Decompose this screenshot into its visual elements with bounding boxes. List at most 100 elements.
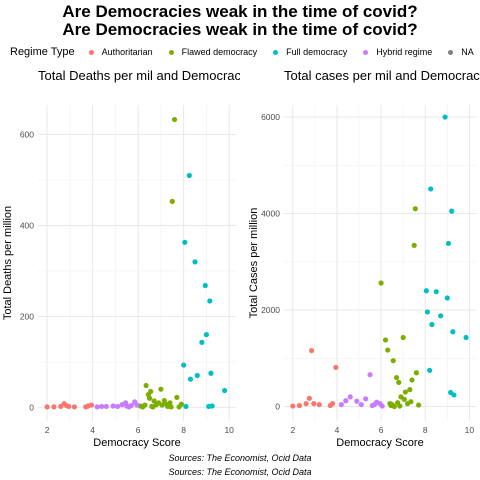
data-point [385,347,390,352]
data-point [367,372,372,377]
data-point [396,380,401,385]
data-point [311,401,316,406]
x-tick-label: 6 [136,425,141,435]
data-point [463,335,468,340]
data-point [104,404,109,409]
source-note-repeat: Sources: The Economist, Ocid Data [0,467,480,477]
data-point [379,280,384,285]
legend-label: Authoritarian [102,47,153,57]
legend: Regime Type Authoritarian Flawed democra… [10,44,480,60]
data-point [188,377,193,382]
data-point [451,392,456,397]
data-point [129,403,134,408]
data-point [413,206,418,211]
legend-label: Full democracy [286,47,347,57]
data-point [89,402,94,407]
cases-scatter-panel: 2 4 6 8 10 0 2000 4000 6000 Democracy Score Total … [240,100,480,460]
deaths-scatter-panel: 2 4 6 8 10 0 200 400 600 Democracy Score Total Dea… [0,100,240,460]
data-point [438,313,443,318]
chart-title: Are Democracies weak in the time of covi… [0,2,480,21]
data-point [179,402,184,407]
data-point [297,403,302,408]
data-point [372,402,377,407]
data-point [391,358,396,363]
data-point [207,298,212,303]
panel-title-cases: Total cases per mil and Democracy [284,68,480,83]
data-point [303,401,308,406]
data-point [162,398,167,403]
legend-swatch [169,50,174,55]
data-point [204,332,209,337]
data-point [427,368,432,373]
x-tick-label: 8 [181,425,186,435]
data-point [434,289,439,294]
data-point [111,403,116,408]
data-point [416,402,421,407]
y-axis-label: Total Cases per million [248,208,260,319]
data-point [134,402,139,407]
data-point [424,288,429,293]
data-point [317,402,322,407]
data-point [222,388,227,393]
data-point [210,403,215,408]
data-point [348,394,353,399]
data-point [363,396,368,401]
data-point [66,404,71,409]
legend-swatch [363,50,368,55]
legend-item-hybrid-regime: Hybrid regime [363,47,432,57]
data-point [45,404,50,409]
data-point [99,404,104,409]
x-axis-label: Democracy Score [93,437,180,449]
y-tick-label: 0 [29,402,34,412]
data-point [170,199,175,204]
data-point [401,335,406,340]
data-point [199,340,204,345]
y-tick-label: 6000 [261,112,280,122]
data-point [187,173,192,178]
legend-label: NA [461,47,474,57]
data-point [333,365,338,370]
x-tick-label: 10 [224,425,234,435]
data-point [95,404,100,409]
x-tick-label: 4 [90,425,95,435]
legend-item-full-democracy: Full democracy [273,47,347,57]
data-point [72,404,77,409]
data-point [450,329,455,334]
legend-label: Flawed democracy [182,47,258,57]
data-point [380,403,385,408]
legend-item-authoritarian: Authoritarian [89,47,153,57]
legend-item-na: NA [448,47,474,57]
data-point [354,399,359,404]
data-point [307,396,312,401]
data-point [148,389,153,394]
data-point [428,186,433,191]
data-point [359,402,364,407]
data-point [383,337,388,342]
x-tick-label: 2 [45,425,50,435]
data-point [181,362,186,367]
data-point [388,403,393,408]
data-point [309,348,314,353]
data-point [328,403,333,408]
data-point [408,399,413,404]
x-tick-label: 6 [379,425,384,435]
legend-item-flawed-democracy: Flawed democracy [169,47,258,57]
x-tick-label: 2 [290,425,295,435]
data-point [397,403,402,408]
x-tick-label: 8 [423,425,428,435]
y-tick-label: 600 [20,130,34,140]
data-point [402,397,407,402]
data-point [158,387,163,392]
legend-title: Regime Type [10,46,75,58]
data-point [150,404,155,409]
data-point [174,395,179,400]
source-note: Sources: The Economist, Ocid Data [0,453,480,463]
panel-title-deaths: Total Deaths per mil and Democracy [38,68,240,83]
data-point [443,114,448,119]
data-point [425,309,430,314]
data-point [142,402,147,407]
y-tick-label: 4000 [261,209,280,219]
data-point [414,370,419,375]
data-point [203,283,208,288]
data-point [403,389,408,394]
